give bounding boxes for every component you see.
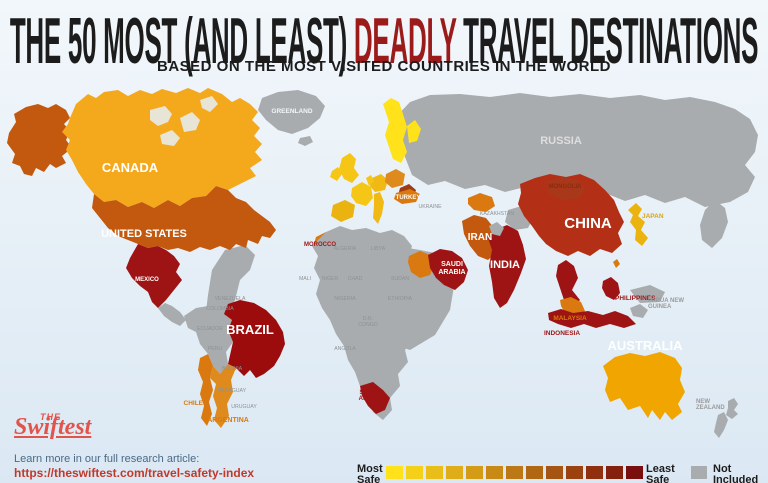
svg-text:RUSSIA: RUSSIA (540, 135, 582, 147)
svg-text:CONGO: CONGO (358, 322, 378, 328)
svg-text:Included: Included (713, 474, 758, 483)
svg-text:CHAD: CHAD (348, 276, 363, 282)
svg-text:BOLIVIA: BOLIVIA (222, 366, 243, 372)
svg-text:CANADA: CANADA (102, 160, 159, 175)
svg-text:ETHIOPIA: ETHIOPIA (388, 296, 413, 302)
svg-text:GUINEA: GUINEA (648, 304, 672, 310)
svg-text:ZEALAND: ZEALAND (696, 405, 725, 411)
svg-text:UNITED STATES: UNITED STATES (101, 228, 187, 240)
svg-text:BRAZIL: BRAZIL (226, 322, 274, 337)
svg-text:ALGERIA: ALGERIA (334, 246, 357, 252)
svg-text:NIGER: NIGER (322, 276, 339, 282)
svg-text:AUSTRALIA: AUSTRALIA (607, 338, 683, 353)
svg-text:ECUADOR: ECUADOR (197, 326, 223, 332)
svg-text:MALAYSIA: MALAYSIA (553, 315, 587, 322)
svg-text:COLOMBIA: COLOMBIA (206, 306, 234, 312)
svg-text:KAZAKHSTAN: KAZAKHSTAN (480, 211, 514, 217)
svg-text:INDIA: INDIA (490, 259, 520, 271)
svg-text:MEXICO: MEXICO (135, 277, 159, 283)
svg-text:ARABIA: ARABIA (438, 269, 465, 276)
svg-text:Safe: Safe (357, 474, 380, 483)
svg-text:JAPAN: JAPAN (642, 213, 664, 220)
svg-text:IRAN: IRAN (468, 232, 492, 243)
svg-text:MALI: MALI (299, 276, 311, 282)
svg-text:PERU: PERU (208, 346, 223, 352)
svg-text:CHILE: CHILE (184, 400, 204, 407)
svg-text:LIBYA: LIBYA (371, 246, 386, 252)
svg-text:UKRAINE: UKRAINE (418, 204, 442, 210)
svg-text:PARAGUAY: PARAGUAY (218, 388, 247, 394)
svg-text:SAUDI: SAUDI (441, 261, 463, 268)
svg-text:Safe: Safe (646, 474, 669, 483)
svg-text:INDONESIA: INDONESIA (544, 330, 580, 337)
svg-text:MOROCCO: MOROCCO (304, 242, 336, 248)
svg-text:ANGOLA: ANGOLA (334, 346, 356, 352)
svg-text:NIGERIA: NIGERIA (334, 296, 356, 302)
svg-text:MONGOLIA: MONGOLIA (549, 184, 583, 190)
svg-text:CHINA: CHINA (564, 215, 612, 232)
svg-text:TURKEY: TURKEY (396, 195, 421, 201)
svg-text:GREENLAND: GREENLAND (271, 108, 312, 115)
svg-text:SUDAN: SUDAN (391, 276, 409, 282)
svg-text:VENEZUELA: VENEZUELA (215, 296, 246, 302)
svg-text:URUGUAY: URUGUAY (231, 404, 257, 410)
svg-text:AFRICA: AFRICA (359, 396, 382, 402)
